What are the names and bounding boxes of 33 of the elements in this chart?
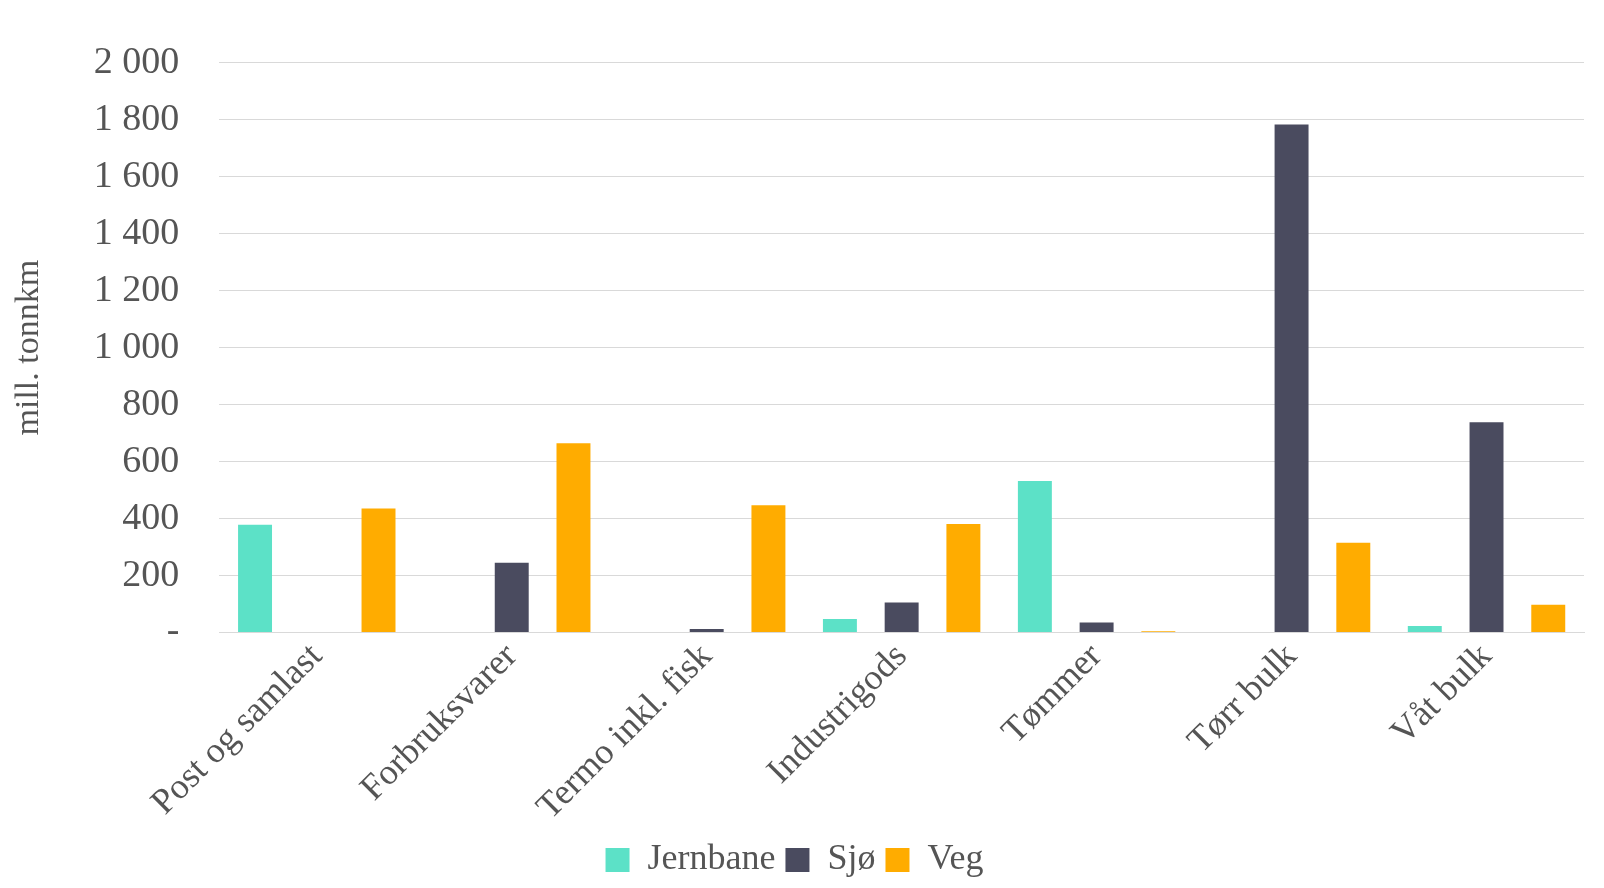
bar (946, 523, 981, 632)
legend-label: Veg (927, 837, 984, 878)
bar (751, 505, 786, 632)
bar (1079, 622, 1114, 632)
y-tick-label: 2 000 (93, 38, 180, 81)
bar (689, 629, 724, 632)
bar (1017, 480, 1052, 632)
bar (1531, 604, 1566, 632)
y-tick-label: - (166, 608, 180, 651)
bar (822, 619, 857, 632)
bar (556, 443, 591, 632)
y-axis-title: mill. tonnkm (8, 259, 46, 436)
bar (238, 524, 273, 632)
y-tick-label: 600 (122, 437, 180, 480)
y-tick-label: 1 000 (93, 323, 180, 366)
legend-label: Sjø (827, 837, 876, 878)
bar (361, 508, 396, 632)
y-tick-label: 1 800 (93, 95, 180, 138)
y-tick-label: 1 600 (93, 152, 180, 195)
bar (1336, 542, 1371, 632)
y-tick-label: 800 (122, 380, 180, 423)
y-tick-label: 1 200 (93, 266, 180, 309)
legend-label: Jernbane (647, 837, 776, 878)
x-tick-label: Våt bulk (1382, 634, 1499, 752)
y-tick-label: 400 (122, 494, 180, 537)
bar (884, 602, 919, 632)
bar (494, 562, 529, 632)
x-tick-label: Tørr bulk (1178, 634, 1304, 760)
bar (1407, 625, 1442, 632)
y-tick-label: 200 (122, 551, 180, 594)
bar (1469, 422, 1504, 632)
y-tick-label: 1 400 (93, 209, 180, 252)
bar (1274, 124, 1309, 632)
